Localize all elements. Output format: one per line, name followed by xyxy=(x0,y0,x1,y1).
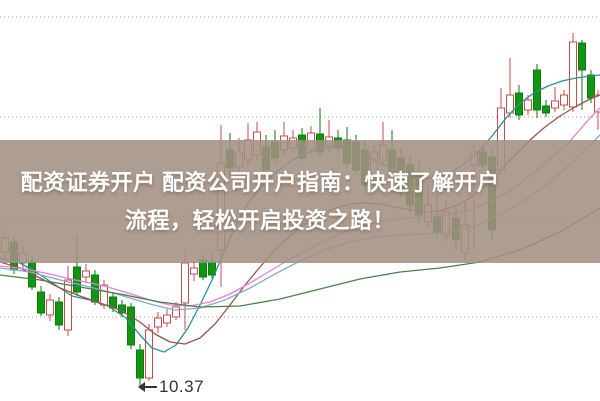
headline-text: 配资证券开户 配资公司开户指南：快速了解开户 流程，轻松开启投资之路！ xyxy=(0,164,520,240)
headline-banner: 配资证券开户 配资公司开户指南：快速了解开户 流程，轻松开启投资之路！ xyxy=(0,140,600,263)
low-price-annotation: 10.37 xyxy=(138,377,205,397)
headline-line-2: 流程，轻松开启投资之路！ xyxy=(124,207,395,233)
left-arrow-icon xyxy=(138,382,157,392)
low-price-value: 10.37 xyxy=(159,377,205,396)
headline-line-1: 配资证券开户 配资公司开户指南：快速了解开户 xyxy=(20,169,500,195)
